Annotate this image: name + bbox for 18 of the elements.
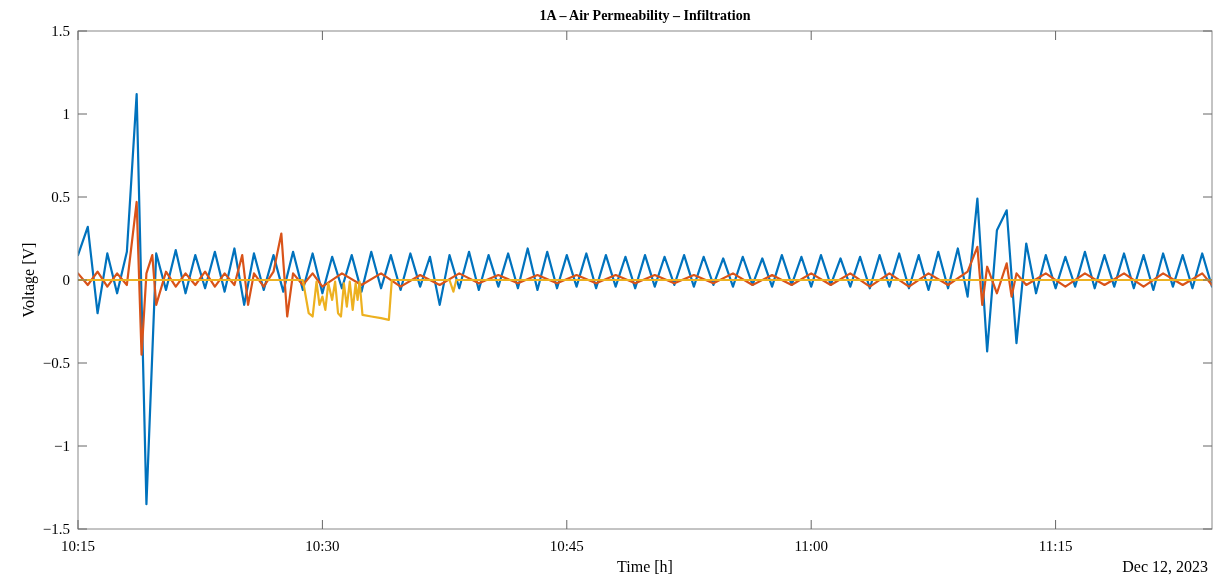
y-tick-label: −0.5	[42, 355, 70, 372]
line-series	[78, 92, 1212, 506]
y-axis-title: Voltage [V]	[20, 242, 38, 318]
x-tick-label: 10:45	[549, 538, 584, 554]
text: Dec 12, 2023	[1122, 558, 1208, 575]
y-tick-label: −1.5	[42, 521, 70, 538]
line-series	[78, 200, 1212, 356]
chart-title: 1A – Air Permeability – Infiltration	[539, 8, 751, 23]
y-tick-label: 0.5	[51, 189, 70, 206]
x-tick-label: 11:15	[1038, 538, 1073, 554]
y-tick-label: 1.5	[51, 23, 70, 40]
x-tick-label: 11:00	[794, 538, 828, 554]
y-tick-label: 1	[62, 106, 70, 123]
x-axis-title: Time [h]	[617, 558, 673, 575]
y-tick-label: −1	[54, 438, 70, 455]
x-tick-label: 10:15	[60, 538, 96, 554]
y-tick-label: 0	[62, 272, 70, 289]
x-tick-label: 10:30	[305, 538, 340, 554]
